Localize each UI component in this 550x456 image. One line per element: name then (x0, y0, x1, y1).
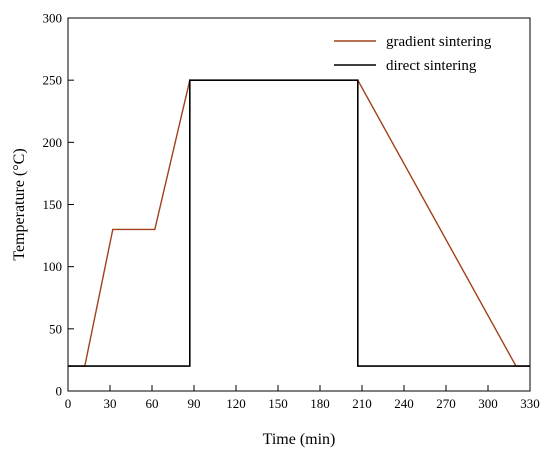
x-axis-ticks: 0 30 60 90 120 150 180 210 240 270 300 330 (65, 385, 540, 411)
y-axis-title: Temperature (°C) (11, 148, 28, 260)
y-tick-label: 300 (43, 11, 63, 26)
x-tick-label: 150 (268, 396, 288, 411)
x-tick-label: 30 (104, 396, 117, 411)
x-axis-title: Time (min) (263, 431, 336, 448)
legend: gradient sintering direct sintering (334, 34, 492, 74)
x-tick-label: 180 (310, 396, 330, 411)
y-tick-label: 100 (43, 259, 63, 274)
x-tick-label: 330 (520, 396, 540, 411)
x-tick-label: 120 (226, 396, 246, 411)
series-line-direct-sintering (68, 79, 530, 367)
series-line-gradient-sintering (68, 79, 530, 367)
x-tick-label: 210 (352, 396, 372, 411)
y-axis-ticks: 0 50 100 150 200 250 300 (43, 11, 74, 399)
legend-label: gradient sintering (386, 34, 492, 50)
x-tick-label: 90 (188, 396, 201, 411)
y-tick-label: 150 (43, 197, 63, 212)
y-tick-label: 200 (43, 135, 63, 150)
x-tick-label: 60 (146, 396, 159, 411)
legend-label: direct sintering (386, 58, 477, 74)
x-tick-label: 240 (394, 396, 414, 411)
series-layer (68, 79, 530, 367)
y-tick-label: 50 (49, 321, 62, 336)
y-tick-label: 250 (43, 73, 63, 88)
y-tick-label: 0 (56, 384, 63, 399)
x-tick-label: 0 (65, 396, 72, 411)
x-tick-label: 270 (436, 396, 456, 411)
x-tick-label: 300 (478, 396, 498, 411)
